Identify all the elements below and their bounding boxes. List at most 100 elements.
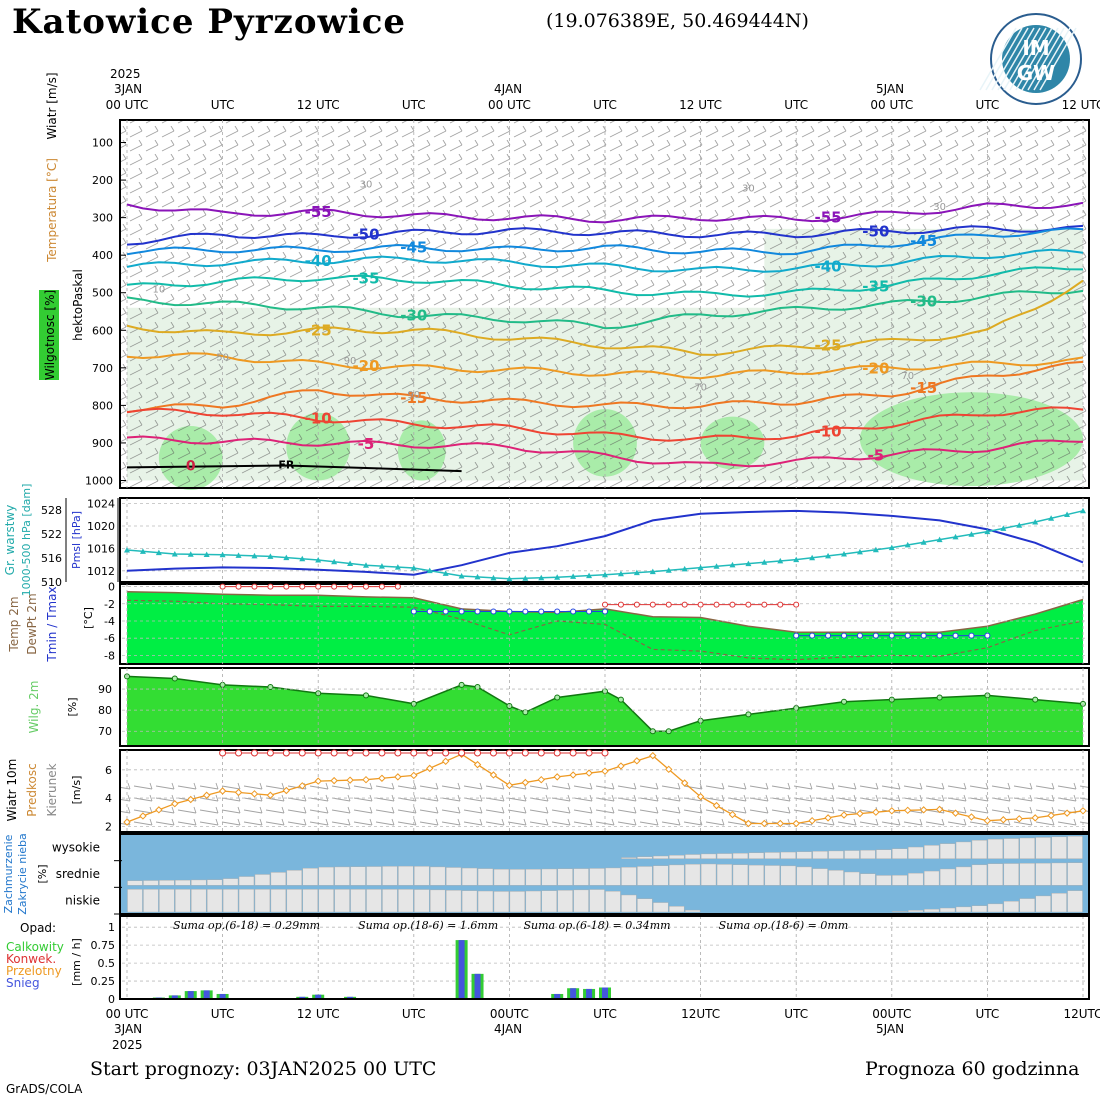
cloud-cover-bar: [716, 853, 733, 859]
cloud-cover-bar: [302, 868, 318, 886]
cloud-cover-bar: [764, 852, 780, 859]
cloud-cover-bar: [398, 865, 414, 886]
cloud-cover-bar: [684, 863, 701, 886]
panel-label-temperature: Temperatura [°C]: [45, 158, 59, 263]
isotherm-line: [126, 224, 1084, 246]
precip-snow-bar: [554, 993, 561, 999]
humidity-marker: [554, 694, 561, 701]
cloud-cover-bar: [1067, 836, 1083, 859]
precip-snow-bar: [474, 973, 481, 999]
isotherm-label: -55: [305, 203, 332, 221]
cloud-cover-bar: [350, 866, 366, 886]
time-tick-label: UTC: [976, 1007, 1000, 1021]
cloud-cover-bar: [191, 879, 207, 886]
precip-sum-label: Suma op.(6-18) = 0.29mm: [173, 919, 320, 932]
time-tick-label: UTC: [211, 1007, 235, 1021]
cloud-cover-bar: [222, 878, 239, 886]
cloud-frame: [119, 833, 1090, 915]
wind-speed-marker: [553, 773, 561, 781]
wind-speed-marker: [983, 816, 992, 825]
tmin-marker: [793, 632, 800, 639]
wind-speed-marker: [601, 767, 609, 775]
precip-legend-showery: Przelotny: [6, 964, 62, 978]
tmax-row-marker: [474, 749, 482, 757]
panel-label-pmsl: Pmsl [hPa]: [70, 511, 83, 569]
cloud-cover-bar: [445, 867, 462, 886]
cloud-cover-bar: [461, 890, 478, 913]
isotherm-label: 0: [186, 458, 196, 474]
logo-text: GW: [1017, 61, 1055, 85]
tmin-marker: [522, 608, 529, 615]
cloud-cover-bar: [206, 879, 223, 886]
tmax-marker: [315, 583, 322, 590]
isotherm-label: -40: [305, 252, 332, 270]
cloud-cover-bar: [461, 867, 478, 886]
wind-speed-marker: [1063, 809, 1071, 817]
humidity-contour-label: 70: [694, 382, 707, 393]
tmin-marker: [872, 632, 879, 639]
wind-barb-row: [120, 780, 1089, 832]
tmax-row-marker: [394, 749, 402, 757]
isotherm-line: [126, 406, 1084, 442]
cloud-level-label: niskie: [65, 894, 100, 908]
tmin-marker: [586, 608, 593, 615]
precipitation-panel: 0 0.25 0.5 0.75 1 Suma op.(6-18) = 0.29mm Suma…: [6, 915, 1090, 1006]
panel-label-sky-cover: Zakrycie nieba: [16, 833, 29, 915]
cloud-cover-bar: [493, 868, 510, 886]
temperature-frame: [119, 583, 1090, 665]
geop-marker: [856, 548, 863, 555]
geop-marker: [729, 561, 736, 568]
wind-speed-marker: [1047, 811, 1055, 820]
cloud-cover-bar: [828, 850, 844, 859]
isotherm-label: -10: [305, 410, 332, 428]
geop-marker: [1064, 511, 1071, 518]
tmin-marker: [442, 608, 449, 615]
wind-speed-marker: [139, 812, 147, 820]
geop-marker: [490, 574, 497, 581]
wind-speed-marker: [266, 791, 275, 799]
precip-legend-total: Calkowity: [6, 940, 64, 954]
cloud-cover-bar: [1035, 895, 1051, 913]
pressure-axis-label: hektoPaskal: [71, 269, 85, 341]
pressure-tick-label: 500: [92, 287, 113, 300]
cloud-cover-bar: [143, 889, 159, 913]
wind-speed-marker: [426, 764, 434, 773]
geop-marker: [681, 565, 688, 572]
wind-speed-marker: [1015, 815, 1023, 823]
cloud-unit: [%]: [36, 864, 49, 883]
tmax-row-marker: [314, 749, 322, 757]
cloud-cover-bar: [238, 876, 255, 886]
cloud-cover-bar: [477, 890, 494, 913]
cloud-cover-bar: [1003, 901, 1019, 913]
cloud-cover-bar: [669, 864, 685, 886]
time-tick-label: UTC: [784, 98, 808, 112]
cloud-cover-bar: [939, 843, 956, 859]
humidity-tick-label: 90: [98, 683, 112, 696]
cloud-cover-bar: [318, 889, 334, 913]
isotherm-label: -45: [400, 239, 427, 257]
cloud-cover-bar: [525, 890, 541, 913]
logo-stripe: [1003, 27, 1041, 91]
time-tick-label: 12 UTC: [679, 98, 722, 112]
wind-speed-marker: [633, 757, 641, 765]
wind-speed-marker: [744, 819, 753, 828]
humidity-label-box: [39, 290, 59, 380]
isotherm-label: -30: [910, 292, 937, 310]
panel-label-cloudiness: Zachmurzenie: [2, 834, 15, 913]
cloud-cover-bar: [700, 863, 717, 886]
wind-speed-marker: [967, 813, 976, 821]
tmin-marker: [474, 608, 481, 615]
tmax-row-marker: [426, 749, 434, 757]
precip-snow-bar: [586, 988, 593, 999]
time-tick-label: UTC: [402, 1007, 426, 1021]
isotherm-label: -55: [815, 209, 842, 227]
pressure-tick-label: 1000: [85, 474, 113, 487]
tmax-marker: [777, 601, 784, 608]
cloud-cover-bar: [764, 865, 780, 886]
pressure-frame: [119, 497, 1090, 583]
cloud-cover-bar: [382, 889, 398, 913]
upper-air-frame: [119, 119, 1090, 489]
cloud-cover-bar: [716, 864, 733, 886]
cloud-cover-bar: [780, 865, 796, 886]
geop-marker: [363, 562, 369, 568]
